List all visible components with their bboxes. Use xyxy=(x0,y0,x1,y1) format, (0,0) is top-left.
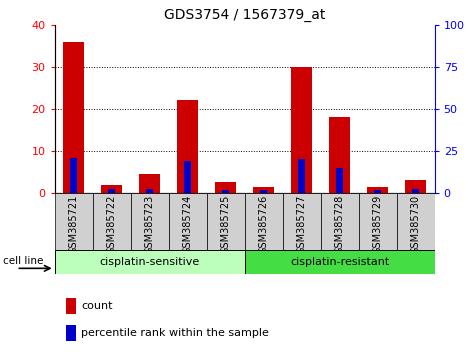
Bar xyxy=(298,159,305,193)
Bar xyxy=(108,189,115,193)
Bar xyxy=(55,193,93,250)
Bar xyxy=(215,182,236,193)
Bar xyxy=(291,67,312,193)
Text: GSM385723: GSM385723 xyxy=(144,195,155,254)
Bar xyxy=(367,187,388,193)
Bar xyxy=(207,193,245,250)
Text: GSM385730: GSM385730 xyxy=(410,195,421,254)
Title: GDS3754 / 1567379_at: GDS3754 / 1567379_at xyxy=(164,8,325,22)
Bar xyxy=(63,42,84,193)
Bar xyxy=(93,193,131,250)
Bar xyxy=(184,161,191,193)
Bar xyxy=(397,193,435,250)
Bar xyxy=(245,193,283,250)
Text: GSM385728: GSM385728 xyxy=(334,195,345,254)
Bar xyxy=(169,193,207,250)
Bar xyxy=(336,168,343,193)
Bar xyxy=(139,174,160,193)
Text: GSM385729: GSM385729 xyxy=(372,195,383,254)
Bar xyxy=(405,180,426,193)
Text: GSM385727: GSM385727 xyxy=(296,195,307,254)
Bar xyxy=(283,193,321,250)
Bar xyxy=(177,101,198,193)
Text: cisplatin-resistant: cisplatin-resistant xyxy=(290,257,389,267)
Text: GSM385724: GSM385724 xyxy=(182,195,193,254)
Text: GSM385725: GSM385725 xyxy=(220,195,231,254)
Bar xyxy=(329,117,350,193)
Bar xyxy=(260,190,267,193)
Bar xyxy=(245,250,435,274)
Text: cell line: cell line xyxy=(3,256,43,266)
Bar xyxy=(412,189,419,193)
Text: count: count xyxy=(81,301,113,311)
Bar xyxy=(253,187,274,193)
Bar xyxy=(70,158,77,193)
Bar xyxy=(222,190,229,193)
Text: cisplatin-sensitive: cisplatin-sensitive xyxy=(99,257,200,267)
Bar xyxy=(101,184,122,193)
Bar xyxy=(66,298,76,314)
Text: GSM385726: GSM385726 xyxy=(258,195,269,254)
Bar xyxy=(55,250,245,274)
Text: GSM385722: GSM385722 xyxy=(106,195,117,254)
Bar xyxy=(66,325,76,341)
Bar xyxy=(359,193,397,250)
Bar xyxy=(374,190,381,193)
Bar xyxy=(321,193,359,250)
Bar xyxy=(131,193,169,250)
Bar xyxy=(146,189,153,193)
Text: percentile rank within the sample: percentile rank within the sample xyxy=(81,328,269,338)
Text: GSM385721: GSM385721 xyxy=(68,195,79,254)
